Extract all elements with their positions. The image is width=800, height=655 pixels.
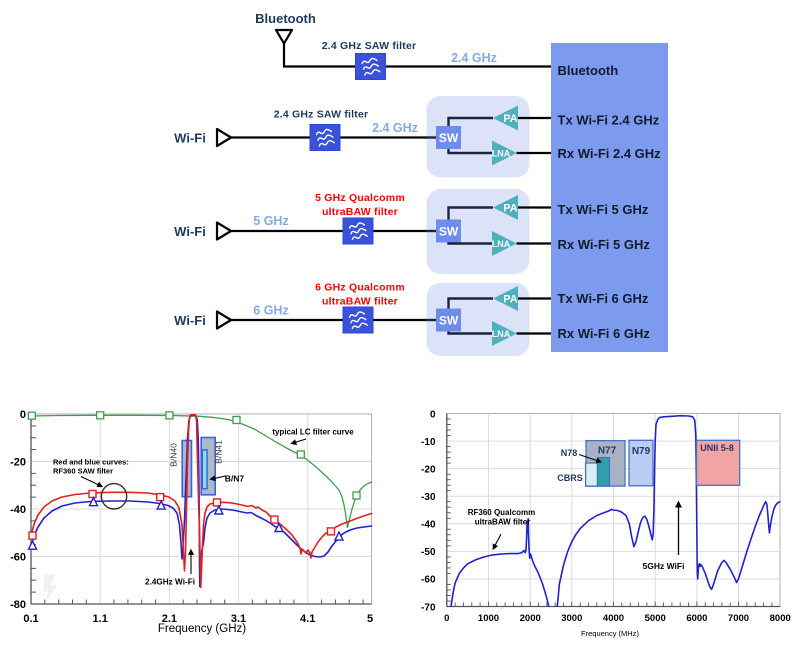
svg-text:5 GHz: 5 GHz	[253, 214, 288, 228]
svg-text:-20: -20	[421, 464, 436, 475]
svg-text:-80: -80	[10, 599, 26, 611]
svg-text:B/N40: B/N40	[169, 443, 179, 467]
svg-text:Rx Wi-Fi 6 GHz: Rx Wi-Fi 6 GHz	[558, 326, 651, 341]
svg-text:Rx Wi-Fi 2.4 GHz: Rx Wi-Fi 2.4 GHz	[558, 146, 662, 161]
svg-text:N79: N79	[632, 446, 651, 457]
svg-text:PA: PA	[503, 203, 518, 215]
svg-text:4.1: 4.1	[300, 613, 315, 625]
svg-text:5GHz WiFi: 5GHz WiFi	[643, 561, 685, 571]
svg-text:8000: 8000	[770, 613, 791, 624]
svg-text:B/N7: B/N7	[225, 474, 245, 484]
svg-text:6000: 6000	[686, 613, 707, 624]
svg-text:-50: -50	[421, 547, 436, 558]
svg-text:2000: 2000	[520, 613, 541, 624]
svg-text:-40: -40	[421, 520, 436, 531]
svg-text:B/N41: B/N41	[214, 440, 224, 464]
svg-text:3.1: 3.1	[231, 613, 246, 625]
svg-text:ultraBAW filter: ultraBAW filter	[322, 296, 398, 308]
svg-text:6 GHz Qualcomm: 6 GHz Qualcomm	[315, 282, 405, 294]
svg-text:2.4 GHz: 2.4 GHz	[372, 121, 418, 135]
svg-text:RF360 SAW filter: RF360 SAW filter	[53, 467, 113, 476]
svg-text:6 GHz: 6 GHz	[253, 304, 288, 318]
svg-text:2.4 GHz SAW filter: 2.4 GHz SAW filter	[274, 108, 369, 120]
svg-text:Red and blue curves:: Red and blue curves:	[53, 457, 129, 466]
svg-text:-60: -60	[10, 552, 26, 564]
svg-text:Bluetooth: Bluetooth	[558, 63, 619, 78]
svg-text:0.1: 0.1	[23, 613, 38, 625]
svg-text:3000: 3000	[561, 613, 582, 624]
svg-text:CBRS: CBRS	[557, 473, 583, 483]
svg-text:0: 0	[444, 613, 449, 624]
svg-text:Bluetooth: Bluetooth	[255, 11, 316, 26]
svg-text:2.4GHz Wi-Fi: 2.4GHz Wi-Fi	[145, 578, 195, 587]
svg-text:2.4 GHz: 2.4 GHz	[451, 51, 497, 65]
svg-text:Tx Wi-Fi 5 GHz: Tx Wi-Fi 5 GHz	[558, 202, 649, 217]
svg-text:Wi-Fi: Wi-Fi	[174, 224, 206, 239]
svg-text:-70: -70	[421, 602, 436, 613]
svg-text:N78: N78	[561, 448, 578, 458]
svg-text:-10: -10	[421, 437, 436, 448]
svg-text:SW: SW	[439, 131, 459, 145]
svg-text:-40: -40	[10, 504, 26, 516]
svg-text:1000: 1000	[478, 613, 499, 624]
svg-text:-20: -20	[10, 457, 26, 469]
svg-text:-60: -60	[421, 575, 436, 586]
svg-text:4000: 4000	[603, 613, 624, 624]
svg-text:5: 5	[367, 613, 373, 625]
svg-text:ultraBAW filter: ultraBAW filter	[322, 206, 398, 218]
svg-text:2.1: 2.1	[162, 613, 177, 625]
svg-text:Tx Wi-Fi 6 GHz: Tx Wi-Fi 6 GHz	[558, 291, 649, 306]
svg-text:Rx Wi-Fi 5 GHz: Rx Wi-Fi 5 GHz	[558, 237, 651, 252]
svg-text:Frequency (MHz): Frequency (MHz)	[581, 629, 639, 638]
svg-text:UNII 5-8: UNII 5-8	[700, 443, 734, 453]
svg-text:LNA: LNA	[492, 329, 511, 339]
svg-text:SW: SW	[439, 314, 459, 328]
svg-text:PA: PA	[503, 113, 518, 125]
svg-text:ultraBAW filter: ultraBAW filter	[475, 518, 531, 527]
svg-text:RF360 Qualcomm: RF360 Qualcomm	[468, 508, 536, 517]
svg-text:0: 0	[430, 409, 436, 420]
svg-text:N77: N77	[598, 445, 617, 456]
svg-text:7000: 7000	[728, 613, 749, 624]
svg-text:LNA: LNA	[492, 239, 511, 249]
svg-text:1.1: 1.1	[93, 613, 108, 625]
svg-text:2.4 GHz SAW filter: 2.4 GHz SAW filter	[322, 40, 417, 52]
svg-text:Wi-Fi: Wi-Fi	[174, 313, 206, 328]
svg-text:-30: -30	[421, 492, 436, 503]
svg-text:0: 0	[20, 409, 26, 421]
svg-text:typical LC filter curve: typical LC filter curve	[272, 427, 354, 436]
svg-text:Frequency (GHz): Frequency (GHz)	[158, 623, 246, 635]
svg-text:5 GHz Qualcomm: 5 GHz Qualcomm	[315, 192, 405, 204]
svg-text:SW: SW	[439, 225, 459, 239]
svg-text:Tx Wi-Fi 2.4 GHz: Tx Wi-Fi 2.4 GHz	[558, 112, 660, 127]
svg-text:LNA: LNA	[492, 149, 511, 159]
svg-text:5000: 5000	[645, 613, 666, 624]
svg-text:Wi-Fi: Wi-Fi	[174, 131, 206, 146]
svg-text:PA: PA	[503, 294, 518, 306]
